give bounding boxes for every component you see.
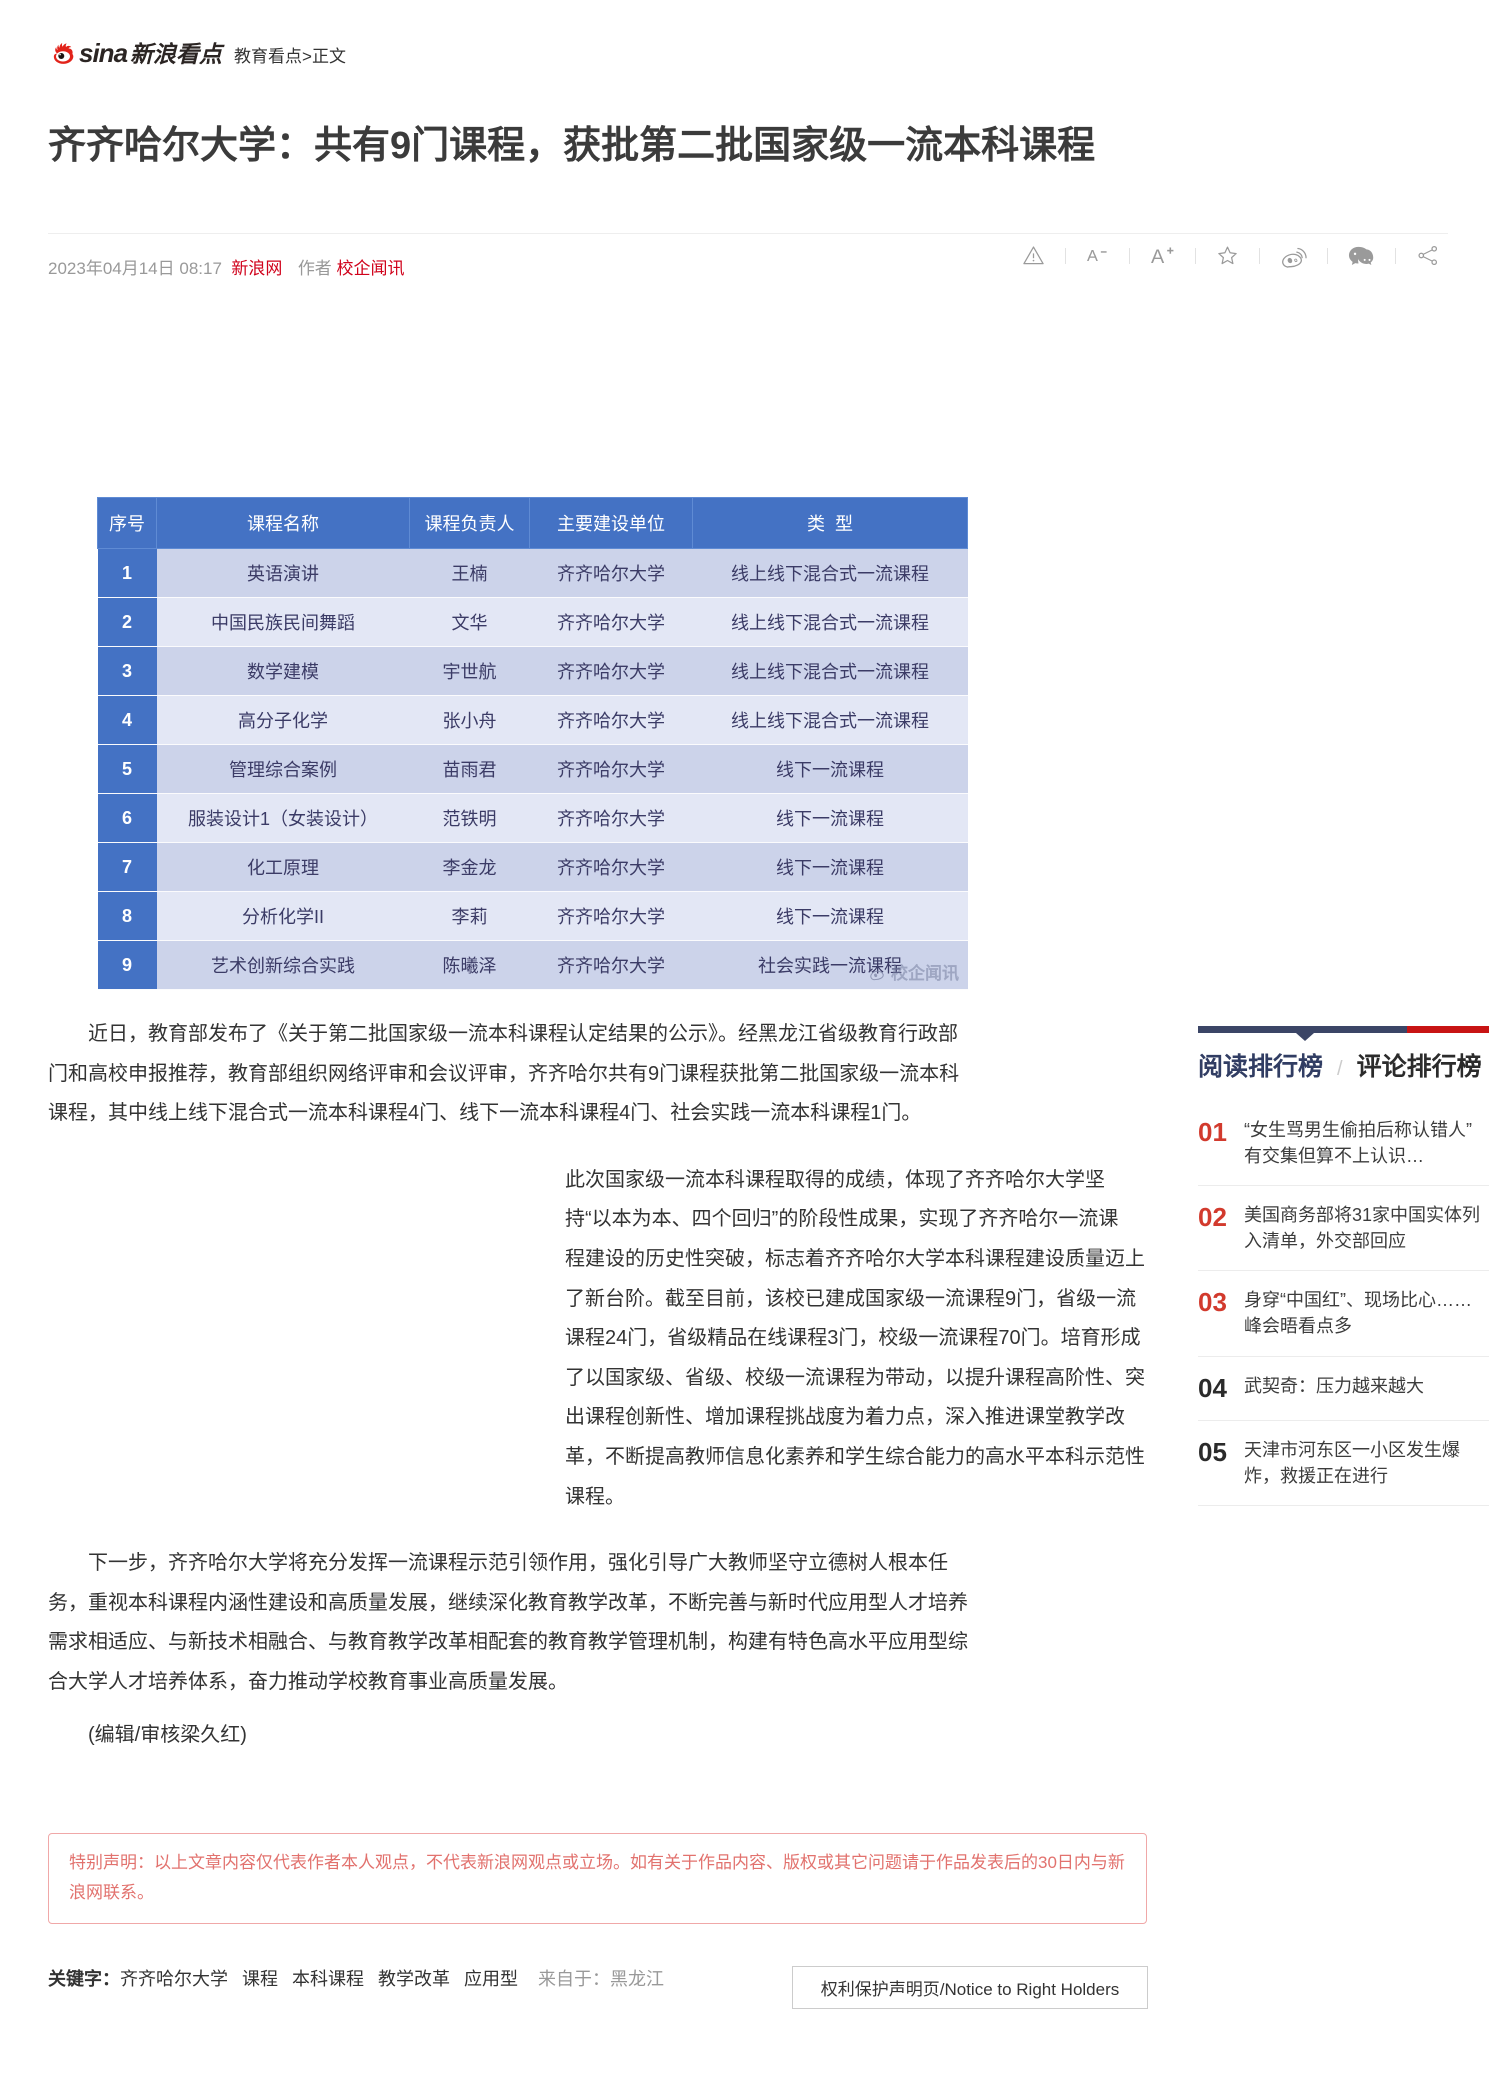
svg-text:A: A	[1087, 247, 1098, 265]
svg-text:A: A	[1151, 246, 1165, 268]
